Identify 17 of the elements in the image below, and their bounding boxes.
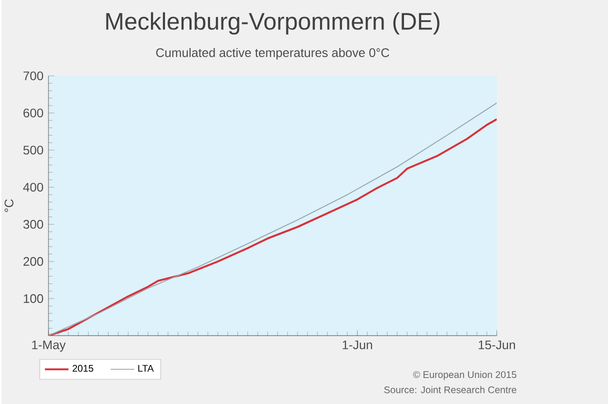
y-tick-label: 700 [24,71,44,80]
chart-title: Mecklenburg-Vorpommern (DE) [106,12,440,34]
x-tick-label: 1-Jun [342,340,372,350]
x-tick-label: 1-May [32,340,66,352]
y-axis-title: °C [4,199,14,212]
legend-label: LTA [138,364,154,372]
y-tick-label: 300 [23,220,44,229]
x-tick-label: 15-Jun [478,340,515,350]
y-tick-label: 400 [23,182,44,192]
chart-subtitle: Cumulated active temperatures above 0°C [156,48,390,60]
text: © European Union 2015 [413,370,516,380]
legend-label: 2015 [72,364,94,372]
y-tick-label: 600 [24,108,44,118]
y-tick-label: 500 [23,145,44,154]
source-note: Source: Joint Research Centre [384,386,516,394]
y-tick-label: 200 [24,256,44,266]
y-tick-label: 100 [24,294,44,303]
